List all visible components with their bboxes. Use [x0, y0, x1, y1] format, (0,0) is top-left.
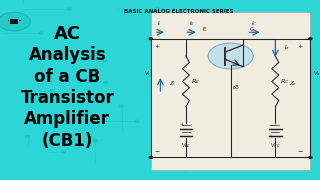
Circle shape — [199, 51, 204, 54]
Text: AC: AC — [54, 25, 81, 43]
Bar — [10, 19, 18, 24]
Text: −: − — [298, 149, 303, 154]
Circle shape — [149, 157, 152, 158]
Circle shape — [258, 129, 263, 132]
Text: +: + — [179, 122, 183, 127]
Circle shape — [155, 8, 159, 10]
Bar — [7, 20, 9, 21]
Circle shape — [149, 38, 152, 40]
Text: $V_{EE}$: $V_{EE}$ — [181, 141, 191, 150]
Circle shape — [50, 90, 54, 92]
Circle shape — [67, 8, 71, 10]
Text: Amplifier: Amplifier — [24, 110, 110, 128]
Circle shape — [0, 12, 30, 31]
Text: Transistor: Transistor — [20, 89, 114, 107]
Circle shape — [309, 157, 312, 158]
Circle shape — [309, 38, 312, 40]
Circle shape — [135, 120, 140, 123]
Text: $I_i$: $I_i$ — [157, 19, 162, 28]
Text: +: + — [154, 44, 159, 49]
Text: $V_o$: $V_o$ — [313, 69, 320, 78]
Circle shape — [39, 32, 43, 35]
Circle shape — [189, 140, 194, 143]
Circle shape — [268, 52, 272, 55]
Text: oB: oB — [233, 85, 239, 90]
Text: +: + — [298, 44, 303, 49]
Text: $Z_o$: $Z_o$ — [289, 79, 297, 88]
Text: $R_C$: $R_C$ — [280, 77, 290, 86]
Text: C: C — [250, 27, 253, 32]
Text: of a CB: of a CB — [34, 68, 100, 86]
Bar — [19, 20, 21, 21]
Text: +: + — [268, 134, 273, 139]
Text: $V_i$: $V_i$ — [144, 69, 151, 78]
Circle shape — [208, 43, 253, 69]
Text: $I_E$: $I_E$ — [188, 19, 195, 28]
Text: $I_o$: $I_o$ — [284, 43, 290, 52]
Circle shape — [218, 145, 222, 148]
Circle shape — [119, 105, 124, 107]
Circle shape — [239, 150, 244, 153]
Text: −: − — [154, 149, 159, 154]
Text: −: − — [268, 122, 273, 127]
Text: $Z_i$: $Z_i$ — [169, 79, 176, 88]
Circle shape — [61, 151, 66, 153]
Text: Analysis: Analysis — [28, 46, 106, 64]
Circle shape — [93, 139, 98, 142]
Circle shape — [161, 37, 165, 40]
Text: $I_C$: $I_C$ — [251, 19, 257, 28]
Circle shape — [93, 68, 97, 70]
Text: (CB1): (CB1) — [42, 132, 93, 150]
FancyBboxPatch shape — [151, 12, 310, 170]
Text: E: E — [203, 27, 206, 32]
Text: BASIC ANALOG ELECTRONIC SERIES: BASIC ANALOG ELECTRONIC SERIES — [124, 9, 233, 14]
Circle shape — [103, 59, 108, 62]
Circle shape — [104, 81, 108, 84]
Text: −: − — [179, 134, 184, 139]
Circle shape — [183, 150, 188, 153]
Text: $V_{CC}$: $V_{CC}$ — [270, 141, 281, 150]
Circle shape — [26, 135, 30, 138]
Text: $R_E$: $R_E$ — [191, 77, 200, 86]
